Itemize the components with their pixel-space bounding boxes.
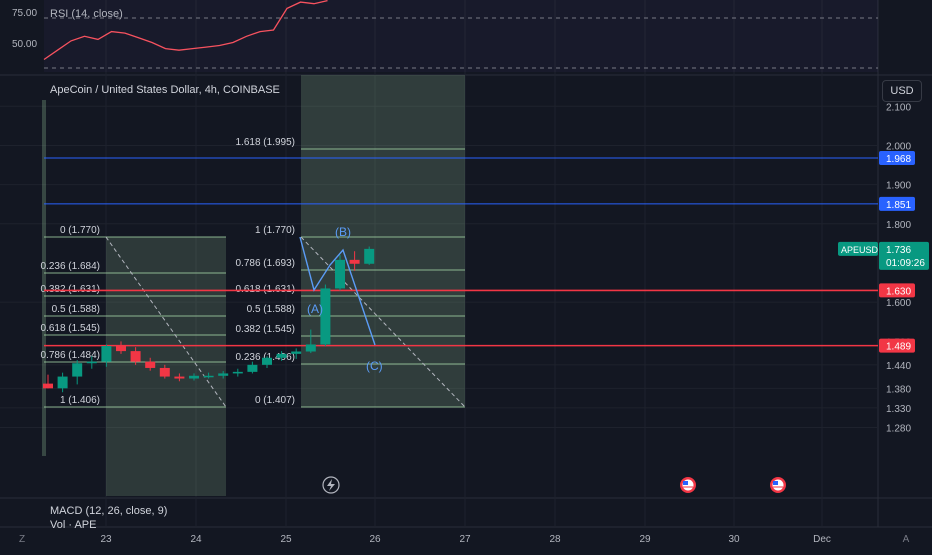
shaded-zone — [106, 237, 226, 496]
price-axis-tick: 1.900 — [886, 181, 911, 192]
candle-body — [232, 371, 243, 374]
currency-button[interactable]: USD — [882, 80, 922, 102]
time-axis-label: 26 — [369, 534, 381, 545]
candle-body — [335, 259, 345, 289]
time-axis-label: 28 — [549, 534, 561, 545]
shaded-zone — [301, 75, 465, 407]
candle-body — [276, 353, 287, 358]
fib-right-label: 0 (1.407) — [255, 395, 295, 406]
fib-right-label: 0.382 (1.545) — [236, 324, 296, 335]
rsi-level-label: 75.00 — [12, 8, 37, 19]
flag-icon — [680, 477, 696, 493]
time-axis-label: 30 — [728, 534, 740, 545]
price-label-box — [879, 151, 915, 165]
candle-body — [218, 373, 229, 376]
candle-body — [116, 345, 126, 352]
candle-body — [43, 383, 53, 389]
candle-body — [320, 288, 331, 345]
candle-body — [349, 259, 360, 264]
price-label-box — [879, 196, 915, 211]
symbol-tag-box — [838, 241, 878, 256]
flag-icon — [770, 477, 786, 493]
price-label-box — [879, 338, 915, 353]
price-axis-tick: 1.600 — [886, 298, 911, 309]
rsi-band — [44, 0, 878, 72]
price-axis-tick: 2.000 — [886, 141, 911, 152]
fib-left-label: 0.236 (1.684) — [41, 261, 101, 272]
time-axis-label: 24 — [190, 534, 202, 545]
lightning-icon — [322, 476, 340, 494]
fib-right-label: 0.618 (1.631) — [236, 284, 296, 295]
price-label: 1.851 — [886, 200, 911, 211]
candle-body — [159, 367, 170, 377]
symbol-title: ApeCoin / United States Dollar, 4h, COIN… — [50, 84, 280, 96]
wave-path — [299, 236, 376, 346]
fib-left-label: 0.786 (1.484) — [41, 350, 101, 361]
candle-body — [57, 376, 68, 389]
fib-right-label: 1.618 (1.995) — [236, 137, 296, 148]
symbol-tag: APEUSD — [841, 245, 879, 255]
time-axis-label: 23 — [100, 534, 112, 545]
candle-body — [130, 351, 141, 362]
price-label: 1.630 — [886, 286, 911, 297]
time-axis-label: 25 — [280, 534, 292, 545]
candle-body — [101, 346, 112, 362]
auto-scale-icon: A — [903, 534, 910, 545]
fib-right-label: 0.786 (1.693) — [236, 258, 296, 269]
shaded-zone — [42, 100, 46, 456]
fib-left-label: 0 (1.770) — [60, 225, 100, 236]
wave-label-b: (B) — [335, 225, 351, 239]
zoom-icon: Z — [19, 534, 25, 545]
price-label: 1.489 — [886, 342, 911, 353]
price-label: 1.968 — [886, 154, 911, 165]
price-axis-tick: 1.440 — [886, 361, 911, 372]
wave-label-a: (A) — [307, 302, 323, 316]
time-axis-label: Dec — [813, 534, 831, 545]
fib-left-label: 0.5 (1.588) — [52, 304, 100, 315]
candle-body — [174, 376, 185, 379]
price-label-box — [879, 283, 915, 298]
candle-body — [203, 375, 214, 378]
macd-title: MACD (12, 26, close, 9) — [50, 505, 168, 517]
candle-body — [247, 364, 258, 372]
fib-right-label: 0.236 (1.496) — [236, 352, 296, 363]
price-axis-tick: 1.800 — [886, 220, 911, 231]
vol-title: Vol · APE — [50, 519, 97, 528]
candle-body — [189, 375, 199, 379]
current-price-box — [879, 241, 929, 270]
candle-body — [145, 361, 156, 368]
wave-label-c: (C) — [366, 359, 383, 373]
candle-body — [364, 248, 375, 264]
price-axis-tick: 1.380 — [886, 384, 911, 395]
rsi-level-label: 50.00 — [12, 39, 37, 50]
rsi-line — [43, 0, 328, 61]
fib-right-label: 0.5 (1.588) — [247, 304, 295, 315]
candle-body — [86, 361, 97, 364]
candle-body — [72, 363, 83, 377]
fib-right-label: 1 (1.770) — [255, 225, 295, 236]
candle-body — [305, 344, 316, 352]
candle-body — [262, 357, 272, 365]
price-axis-tick: 1.330 — [886, 404, 911, 415]
rsi-title: RSI (14, close) — [50, 8, 123, 20]
countdown: 01:09:26 — [886, 258, 925, 269]
time-axis-label: 29 — [639, 534, 651, 545]
price-axis-tick: 2.100 — [886, 102, 911, 113]
fib-left-label: 0.382 (1.631) — [41, 284, 101, 295]
price-axis-tick: 1.280 — [886, 423, 911, 434]
fib-left-label: 0.618 (1.545) — [41, 323, 101, 334]
fib-trend-line — [300, 236, 466, 408]
time-axis-label: 27 — [459, 534, 471, 545]
current-price: 1.736 — [886, 245, 911, 256]
fib-left-label: 1 (1.406) — [60, 395, 100, 406]
candle-body — [291, 351, 302, 354]
